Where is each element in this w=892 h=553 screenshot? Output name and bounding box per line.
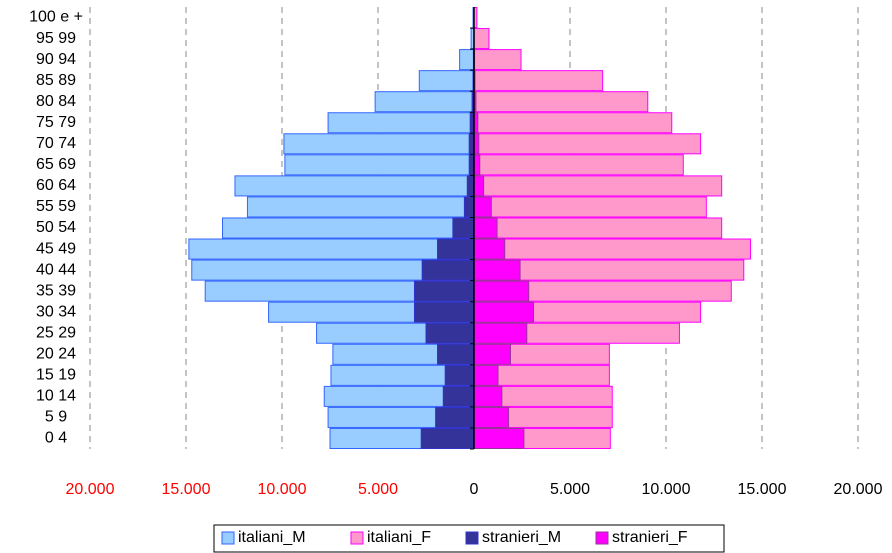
- bar: [459, 49, 475, 71]
- bar: [473, 385, 503, 407]
- bar: [473, 259, 521, 281]
- bar: [473, 238, 751, 260]
- bar: [425, 322, 475, 344]
- bar: [473, 133, 702, 155]
- bar: [473, 154, 684, 176]
- bar: [442, 385, 475, 407]
- bar: [327, 112, 475, 134]
- x-tick-label: 5.000: [358, 481, 398, 498]
- y-tick-label: 20 24: [36, 346, 76, 363]
- bar: [437, 343, 475, 365]
- y-tick-label: 45 49: [36, 240, 76, 257]
- bar: [473, 427, 525, 450]
- y-tick-label: 85 89: [36, 72, 76, 89]
- y-tick-label: 0 4: [45, 430, 67, 447]
- bar: [473, 112, 673, 134]
- y-tick-label: 75 79: [36, 114, 76, 131]
- bar: [444, 364, 475, 386]
- bar: [421, 259, 475, 281]
- bar: [473, 301, 535, 323]
- bar: [473, 280, 530, 302]
- bar: [473, 217, 723, 239]
- bar: [473, 154, 481, 176]
- x-tick-label: 20.000: [834, 481, 883, 498]
- bar: [473, 343, 511, 365]
- bar: [284, 154, 475, 176]
- bar: [473, 70, 604, 92]
- bar: [473, 49, 522, 71]
- y-tick-label: 40 44: [36, 261, 76, 278]
- bar: [413, 301, 475, 323]
- bar: [473, 28, 490, 50]
- y-tick-label: 50 54: [36, 219, 76, 236]
- y-tick-label: 35 39: [36, 282, 76, 299]
- y-tick-label: 65 69: [36, 156, 76, 173]
- y-tick-label: 100 e +: [29, 9, 83, 26]
- bar: [188, 238, 475, 260]
- y-tick-label: 90 94: [36, 51, 76, 68]
- bar: [473, 406, 510, 428]
- bar: [420, 427, 475, 450]
- x-tick-label: 0: [470, 481, 479, 498]
- x-tick-label: 15.000: [162, 481, 211, 498]
- bar: [473, 91, 649, 113]
- y-tick-label: 5 9: [45, 409, 67, 426]
- bar: [473, 238, 506, 260]
- x-tick-label: 15.000: [738, 481, 787, 498]
- bar: [473, 175, 723, 197]
- bar: [234, 175, 475, 197]
- x-tick-label: 20.000: [66, 481, 115, 498]
- legend-label: stranieri_F: [612, 529, 688, 546]
- y-tick-label: 60 64: [36, 177, 76, 194]
- bar: [246, 196, 475, 218]
- x-tick-label: 10.000: [258, 481, 307, 498]
- y-tick-label: 25 29: [36, 324, 76, 341]
- legend-swatch: [595, 531, 609, 545]
- bar: [452, 217, 475, 239]
- bar: [283, 133, 475, 155]
- y-tick-label: 80 84: [36, 93, 76, 110]
- legend-label: italiani_F: [367, 529, 431, 546]
- bar: [435, 406, 475, 428]
- legend-frame: [213, 524, 725, 553]
- bar: [418, 70, 475, 92]
- legend-label: italiani_M: [238, 529, 306, 546]
- bar: [473, 196, 492, 218]
- bar: [221, 217, 475, 239]
- y-tick-label: 95 99: [36, 30, 76, 47]
- legend-swatch: [221, 531, 235, 545]
- legend-swatch: [465, 531, 479, 545]
- y-tick-label: 10 14: [36, 388, 76, 405]
- bar: [473, 217, 498, 239]
- y-tick-label: 55 59: [36, 198, 76, 215]
- y-tick-label: 15 19: [36, 367, 76, 384]
- legend-label: stranieri_M: [482, 529, 561, 546]
- bar: [473, 175, 485, 197]
- y-tick-label: 70 74: [36, 135, 76, 152]
- bar: [473, 196, 707, 218]
- legend-swatch: [350, 531, 364, 545]
- bar: [413, 280, 475, 302]
- bar: [374, 91, 475, 113]
- bar: [463, 196, 475, 218]
- x-tick-label: 5.000: [550, 481, 590, 498]
- bar: [473, 364, 499, 386]
- y-tick-label: 30 34: [36, 303, 76, 320]
- bar: [466, 175, 475, 197]
- x-tick-label: 10.000: [642, 481, 691, 498]
- bar: [473, 322, 528, 344]
- bar: [437, 238, 475, 260]
